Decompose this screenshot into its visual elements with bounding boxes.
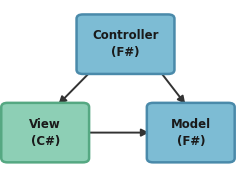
Text: Model
(F#): Model (F#)	[170, 118, 210, 148]
FancyBboxPatch shape	[146, 103, 234, 162]
Text: Controller
(F#): Controller (F#)	[92, 29, 158, 59]
Text: View
(C#): View (C#)	[29, 118, 61, 148]
FancyBboxPatch shape	[1, 103, 89, 162]
FancyBboxPatch shape	[76, 14, 174, 74]
